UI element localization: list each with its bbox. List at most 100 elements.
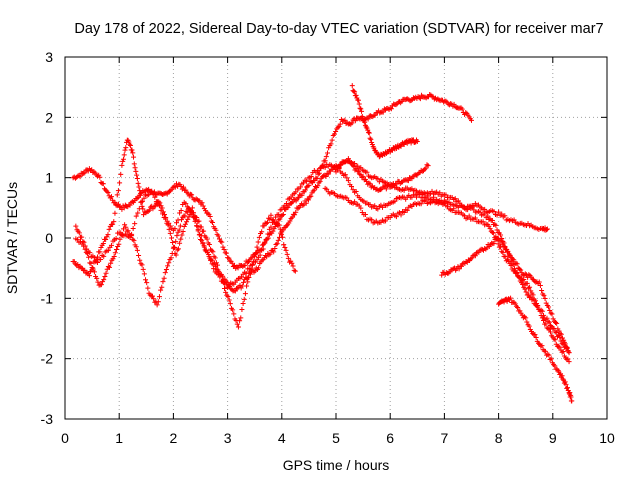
data-point	[259, 257, 265, 263]
data-point	[345, 178, 351, 184]
x-tick-label: 10	[599, 430, 615, 446]
data-point	[263, 236, 269, 242]
data-point	[168, 235, 174, 241]
data-point	[88, 260, 94, 266]
y-tick-label: -1	[41, 290, 54, 306]
data-point	[74, 262, 80, 268]
y-tick-label: 2	[45, 109, 53, 125]
data-point	[200, 203, 206, 209]
data-point	[78, 265, 84, 271]
data-point	[459, 106, 465, 112]
data-point	[178, 236, 184, 242]
data-point	[499, 211, 505, 217]
data-point	[166, 226, 172, 232]
data-point	[316, 168, 322, 174]
data-point	[134, 247, 140, 253]
data-point	[204, 236, 210, 242]
data-point	[536, 279, 542, 285]
x-tick-label: 5	[332, 430, 340, 446]
x-axis-label: GPS time / hours	[283, 457, 390, 473]
data-point	[231, 311, 237, 317]
data-point	[123, 145, 129, 151]
data-point	[160, 211, 166, 217]
data-point	[163, 190, 169, 196]
data-point	[134, 172, 140, 178]
data-point	[365, 127, 371, 133]
data-point	[105, 190, 111, 196]
data-point	[126, 139, 132, 145]
data-point	[115, 188, 121, 194]
chart-title: Day 178 of 2022, Sidereal Day-to-day VTE…	[74, 21, 603, 37]
data-point	[283, 247, 289, 253]
data-point	[198, 236, 203, 242]
data-point	[139, 262, 145, 268]
data-point	[526, 272, 532, 278]
data-point	[551, 336, 557, 342]
data-point	[351, 88, 357, 94]
data-point	[134, 175, 140, 181]
data-point	[167, 230, 173, 236]
data-point	[200, 240, 206, 246]
data-point	[86, 254, 92, 260]
data-point	[469, 117, 474, 123]
data-point	[331, 131, 337, 137]
data-point	[112, 210, 118, 216]
data-point	[532, 332, 538, 338]
data-point	[145, 208, 151, 214]
data-point	[95, 279, 101, 285]
data-point	[232, 288, 238, 294]
data-point	[108, 194, 114, 200]
data-point	[242, 262, 248, 268]
data-point	[486, 217, 492, 223]
data-point	[337, 121, 343, 127]
data-point	[110, 197, 116, 203]
data-point	[97, 174, 103, 180]
data-point	[161, 275, 167, 281]
data-point	[145, 285, 151, 291]
data-point	[341, 118, 347, 124]
data-point	[404, 207, 410, 213]
data-point	[100, 181, 106, 187]
data-point	[501, 243, 507, 249]
data-point	[129, 147, 135, 153]
data-point	[333, 162, 339, 168]
data-point	[349, 83, 355, 89]
data-point	[366, 130, 372, 136]
data-point	[524, 280, 530, 286]
data-point	[223, 250, 229, 256]
data-point	[162, 270, 168, 276]
x-tick-label: 6	[386, 430, 394, 446]
data-point	[425, 163, 431, 169]
data-point	[513, 260, 519, 266]
data-point	[216, 236, 222, 242]
data-point	[530, 292, 536, 298]
data-point	[499, 241, 505, 247]
data-point	[140, 266, 146, 272]
data-point	[366, 129, 372, 135]
y-tick-label: -3	[41, 411, 54, 427]
data-point	[136, 252, 142, 258]
data-point	[348, 184, 354, 190]
x-tick-label: 2	[170, 430, 178, 446]
data-point	[408, 140, 414, 146]
data-point	[134, 196, 140, 202]
data-point	[267, 251, 273, 257]
data-point	[517, 308, 523, 314]
data-point	[175, 217, 181, 223]
data-point	[249, 262, 255, 268]
data-point	[98, 245, 104, 251]
data-point	[409, 194, 415, 200]
data-point	[344, 120, 350, 126]
data-point	[430, 94, 436, 100]
data-point	[165, 263, 171, 269]
data-point	[527, 295, 533, 301]
data-point	[194, 197, 200, 203]
data-point	[375, 176, 381, 182]
data-point	[146, 207, 152, 213]
data-point	[265, 231, 271, 237]
data-point	[280, 227, 286, 233]
data-point	[180, 229, 186, 235]
data-point	[234, 321, 240, 327]
data-point	[487, 226, 493, 232]
data-point	[362, 119, 368, 125]
